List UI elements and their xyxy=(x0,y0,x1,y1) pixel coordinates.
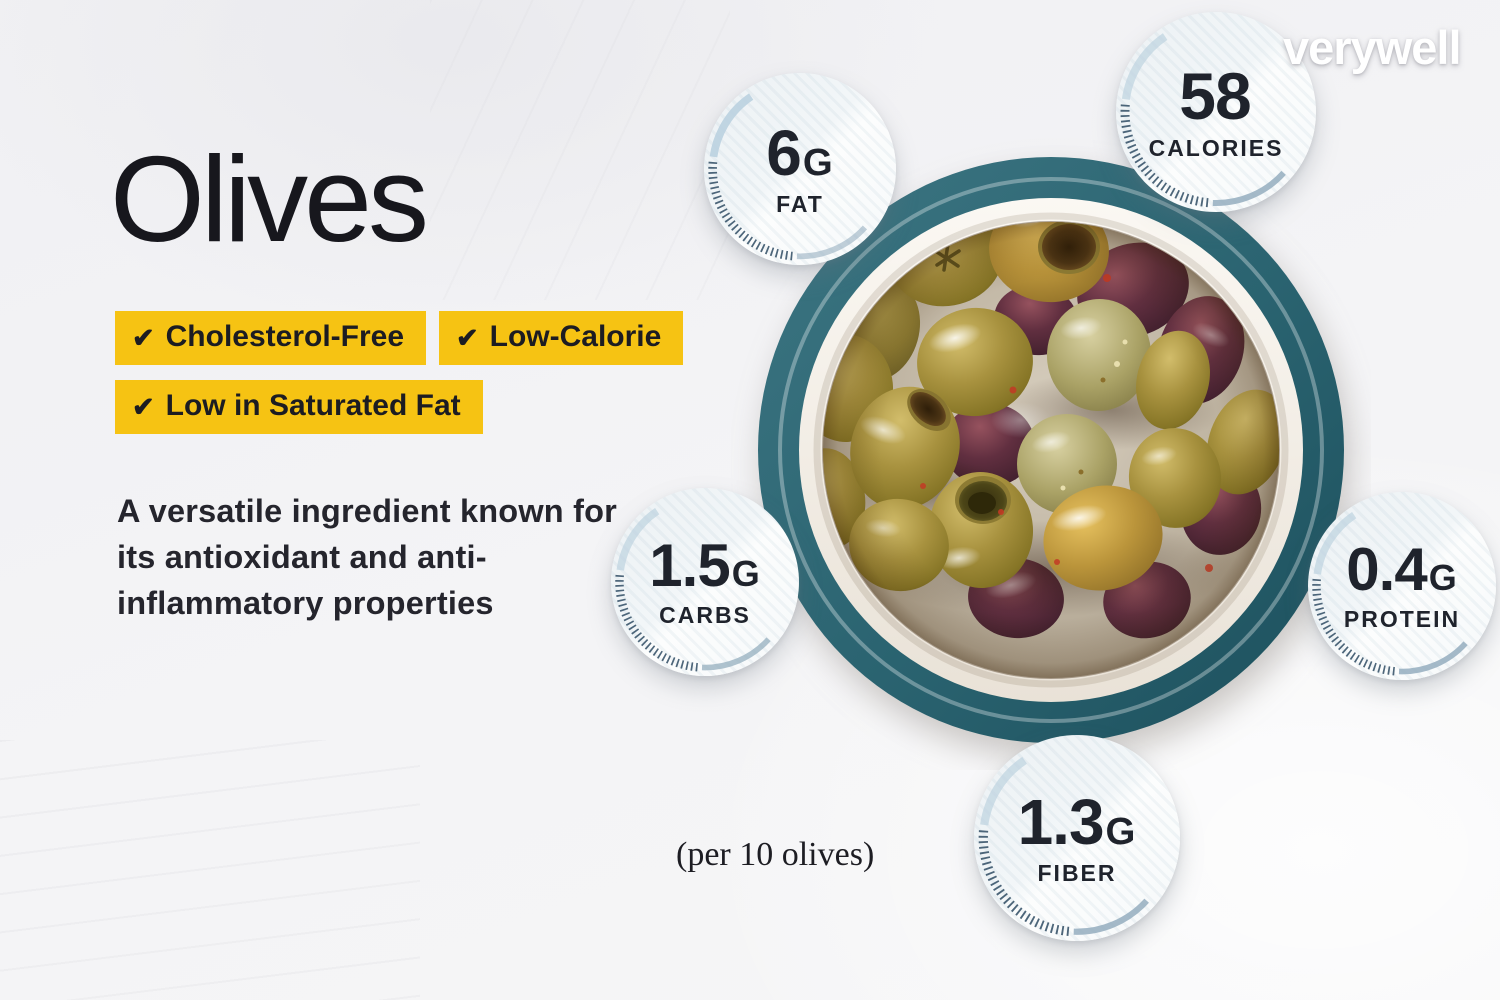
fiber-value: 1.3 xyxy=(1017,785,1105,858)
protein-unit: G xyxy=(1428,556,1458,598)
calories-value: 58 xyxy=(1179,58,1251,133)
wall-texture xyxy=(430,0,730,300)
fiber-label: FIBER xyxy=(1037,859,1117,886)
badge-arc-decoration xyxy=(1312,511,1468,676)
calories-label: CALORIES xyxy=(1148,134,1284,161)
check-icon: ✔ xyxy=(132,322,155,353)
check-icon: ✔ xyxy=(132,391,155,422)
description-text: A versatile ingredient known for its ant… xyxy=(117,493,618,621)
bowl-inner-shadow xyxy=(822,221,1280,679)
highlight-badges: ✔ Cholesterol-Free ✔ Low-Calorie ✔ Low i… xyxy=(115,311,775,434)
badge-arc-decoration xyxy=(1120,33,1286,208)
nutrition-badge-carbs: 1.5 G CARBS xyxy=(611,488,799,676)
page-title: Olives xyxy=(110,131,429,267)
fiber-unit: G xyxy=(1105,809,1137,853)
badge-arc-decoration xyxy=(708,93,868,261)
fat-label: FAT xyxy=(776,190,824,217)
badge-arc-decoration xyxy=(978,756,1149,936)
check-icon: ✔ xyxy=(456,322,479,353)
wall-texture xyxy=(0,740,420,1000)
highlight-label: Cholesterol-Free xyxy=(165,320,405,353)
carbs-label: CARBS xyxy=(659,601,751,628)
highlight-label: Low in Saturated Fat xyxy=(165,389,461,422)
fat-unit: G xyxy=(802,140,834,184)
verywell-logo: verywell xyxy=(1283,21,1462,74)
carbs-value: 1.5 xyxy=(649,531,730,599)
protein-label: PROTEIN xyxy=(1343,605,1461,632)
nutrition-badge-calories: 58 CALORIES xyxy=(1116,12,1316,212)
carbs-unit: G xyxy=(731,552,761,594)
highlight-label: Low-Calorie xyxy=(489,320,662,353)
fat-value: 6 xyxy=(766,116,802,189)
serving-note: (per 10 olives) xyxy=(676,836,875,873)
highlight-cholesterol-free: ✔ Cholesterol-Free xyxy=(115,311,427,365)
nutrition-badge-protein: 0.4 G PROTEIN xyxy=(1308,492,1496,680)
nutrition-badge-fiber: 1.3 G FIBER xyxy=(974,735,1180,941)
badge-arc-decoration xyxy=(615,507,771,672)
highlight-low-calorie: ✔ Low-Calorie xyxy=(439,311,684,365)
protein-value: 0.4 xyxy=(1346,535,1427,603)
olives-bowl-photo xyxy=(758,157,1344,743)
highlight-low-saturated-fat: ✔ Low in Saturated Fat xyxy=(115,380,483,434)
